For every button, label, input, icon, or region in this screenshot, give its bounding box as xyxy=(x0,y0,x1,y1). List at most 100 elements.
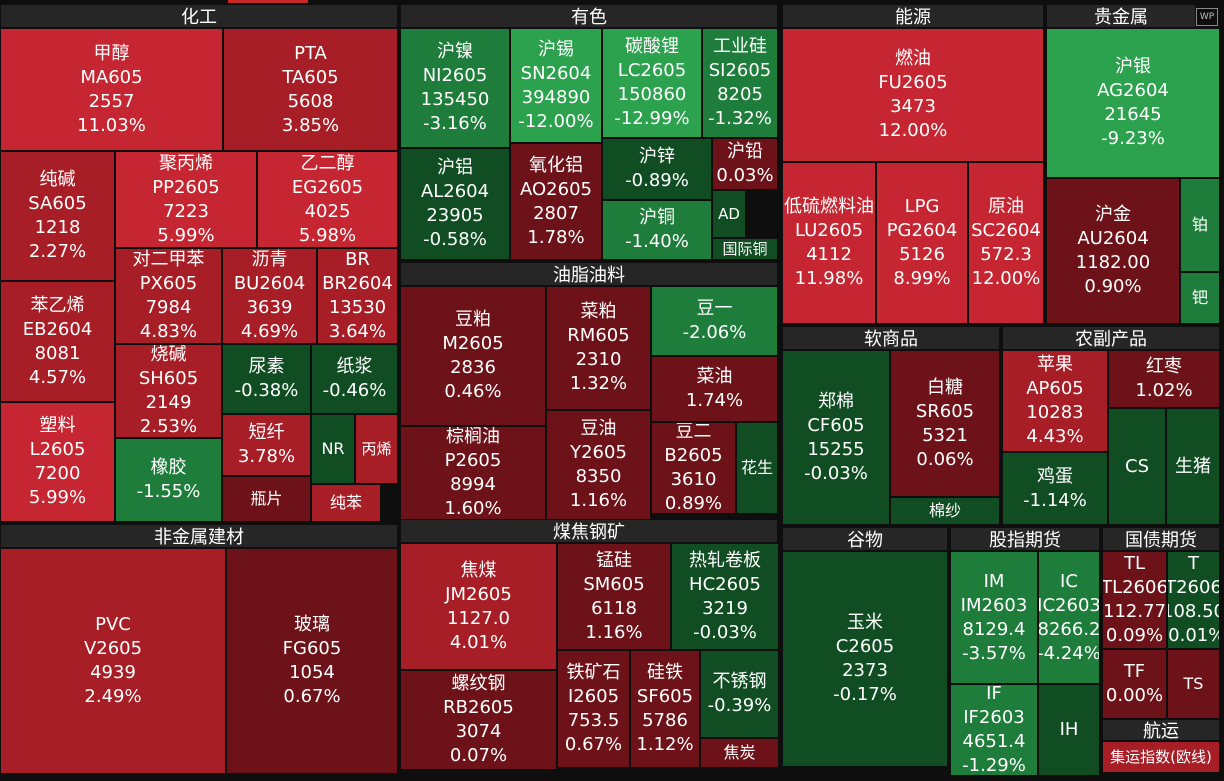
contract-tile[interactable]: 焦煤 JM2605 1127.0 4.01% xyxy=(400,543,557,670)
contract-tile[interactable]: 鸡蛋 -1.14% xyxy=(1002,452,1108,525)
contract-tile[interactable]: TF 0.00% xyxy=(1102,649,1167,719)
contract-tile[interactable]: 玻璃 FG605 1054 0.67% xyxy=(226,548,398,774)
contract-tile[interactable]: 甲醇 MA605 2557 11.03% xyxy=(0,28,223,151)
contract-tile[interactable]: 铁矿石 I2605 753.5 0.67% xyxy=(557,650,630,768)
contract-tile[interactable]: 工业硅 SI2605 8205 -1.32% xyxy=(702,28,778,138)
contract-tile[interactable]: 烧碱 SH605 2149 2.53% xyxy=(115,344,222,438)
contract-tile[interactable]: 豆一 -2.06% xyxy=(651,286,778,356)
contract-tile[interactable]: 红枣 1.02% xyxy=(1108,350,1220,408)
contract-tile[interactable]: NR xyxy=(311,414,355,484)
contract-tile[interactable]: 碳酸锂 LC2605 150860 -12.99% xyxy=(602,28,702,138)
contract-tile[interactable]: 锰硅 SM605 6118 1.16% xyxy=(557,543,671,650)
contract-tile[interactable]: 白糖 SR605 5321 0.06% xyxy=(890,350,1000,497)
contract-tile[interactable]: 热轧卷板 HC2605 3219 -0.03% xyxy=(671,543,779,650)
contract-tile[interactable]: 菜油 1.74% xyxy=(651,356,778,422)
contract-tile[interactable]: IM IM2603 8129.4 -3.57% xyxy=(950,551,1038,684)
contract-tile[interactable]: 沪锌 -0.89% xyxy=(602,138,712,200)
sector-header-5[interactable]: 油脂油料 xyxy=(400,262,778,286)
contract-tile[interactable]: 纯苯 xyxy=(311,484,381,522)
sector-header-1[interactable]: 化工 xyxy=(0,4,398,28)
contract-tile[interactable]: 尿素 -0.38% xyxy=(222,344,311,414)
sector-header-7[interactable]: 农副产品 xyxy=(1002,326,1220,350)
contract-tile[interactable]: 橡胶 -1.55% xyxy=(115,438,222,522)
contract-tile[interactable]: 聚丙烯 PP2605 7223 5.99% xyxy=(115,151,257,248)
contract-tile[interactable]: 国际铜 xyxy=(712,238,778,260)
contract-tile[interactable]: 菜粕 RM605 2310 1.32% xyxy=(546,286,651,410)
contract-tile[interactable]: 棕榈油 P2605 8994 1.60% xyxy=(400,426,546,520)
contract-tile[interactable]: IF IF2603 4651.4 -1.29% xyxy=(950,684,1038,776)
contract-tile[interactable]: 纸浆 -0.46% xyxy=(311,344,398,414)
contract-tile[interactable]: 集运指数(欧线) xyxy=(1102,741,1220,773)
contract-tile[interactable]: 沪锡 SN2604 394890 -12.00% xyxy=(510,28,602,143)
contract-tile[interactable]: 沪铝 AL2604 23905 -0.58% xyxy=(400,148,510,260)
contract-tile[interactable]: TS xyxy=(1167,649,1220,719)
sector-header-9[interactable]: 煤焦钢矿 xyxy=(400,519,778,543)
contract-tile[interactable]: 钯 xyxy=(1180,272,1220,324)
contract-tile[interactable]: 氧化铝 AO2605 2807 1.78% xyxy=(510,143,602,260)
contract-tile[interactable]: PVC V2605 4939 2.49% xyxy=(0,548,226,774)
sector-header-6[interactable]: 软商品 xyxy=(782,326,1000,350)
contract-code: AG2604 xyxy=(1097,80,1169,101)
contract-tile[interactable]: 原油 SC2604 572.3 12.00% xyxy=(968,162,1044,324)
contract-tile[interactable]: 生猪 xyxy=(1166,408,1220,525)
contract-tile[interactable]: 郑棉 CF605 15255 -0.03% xyxy=(782,350,890,525)
contract-tile[interactable]: 沪镍 NI2605 135450 -3.16% xyxy=(400,28,510,148)
contract-tile[interactable]: 苹果 AP605 10283 4.43% xyxy=(1002,350,1108,452)
contract-tile[interactable]: AD xyxy=(712,190,746,238)
sector-header-4[interactable]: 贵金属 xyxy=(1046,4,1196,28)
contract-tile[interactable]: 丙烯 xyxy=(355,414,398,484)
contract-tile[interactable]: 纯碱 SA605 1218 2.27% xyxy=(0,151,115,281)
contract-code: IC2603 xyxy=(1038,594,1100,616)
contract-tile[interactable]: 苯乙烯 EB2604 8081 4.57% xyxy=(0,281,115,402)
sector-header-13[interactable]: 航运 xyxy=(1102,719,1220,741)
contract-tile[interactable]: 螺纹钢 RB2605 3074 0.07% xyxy=(400,670,557,770)
contract-price: 4025 xyxy=(304,200,351,222)
sector-header-3[interactable]: 能源 xyxy=(782,4,1044,28)
contract-tile[interactable]: T T2606 108.50 -0.01% xyxy=(1167,551,1220,649)
sector-header-2[interactable]: 有色 xyxy=(400,4,778,28)
contract-tile[interactable]: PTA TA605 5608 3.85% xyxy=(223,28,398,151)
contract-change: -3.57% xyxy=(962,642,1026,664)
contract-tile[interactable]: 花生 xyxy=(736,422,778,514)
contract-tile[interactable]: 铂 xyxy=(1180,178,1220,272)
contract-name: 纯苯 xyxy=(329,493,362,512)
contract-tile[interactable]: 沪铅 0.03% xyxy=(712,138,778,190)
contract-tile[interactable]: 塑料 L2605 7200 5.99% xyxy=(0,402,115,522)
contract-tile[interactable]: 棉纱 xyxy=(890,497,1000,525)
contract-tile[interactable]: 沪银 AG2604 21645 -9.23% xyxy=(1046,28,1220,178)
contract-tile[interactable]: 硅铁 SF605 5786 1.12% xyxy=(630,650,700,768)
contract-tile[interactable]: 豆油 Y2605 8350 1.16% xyxy=(546,410,651,520)
contract-tile[interactable]: IC IC2603 8266.2 -4.24% xyxy=(1038,551,1100,684)
contract-tile[interactable]: 乙二醇 EG2605 4025 5.98% xyxy=(257,151,398,248)
contract-tile[interactable]: 短纤 3.78% xyxy=(222,414,311,476)
contract-tile[interactable]: 焦炭 xyxy=(700,738,779,768)
contract-tile[interactable]: 燃油 FU2605 3473 12.00% xyxy=(782,28,1044,162)
contract-tile[interactable]: LPG PG2604 5126 8.99% xyxy=(876,162,968,324)
contract-price: 15255 xyxy=(807,438,865,460)
contract-tile[interactable]: TL TL2606 112.77 0.09% xyxy=(1102,551,1167,649)
contract-tile[interactable]: 沥青 BU2604 3639 4.69% xyxy=(222,248,317,344)
contract-name: IH xyxy=(1059,719,1079,740)
sector-header-10[interactable]: 谷物 xyxy=(782,527,948,551)
contract-tile[interactable]: BR BR2604 13530 3.64% xyxy=(317,248,398,344)
contract-tile[interactable]: 瓶片 xyxy=(222,476,311,522)
contract-tile[interactable]: 沪铜 -1.40% xyxy=(602,200,712,260)
contract-tile[interactable]: 豆粕 M2605 2836 0.46% xyxy=(400,286,546,426)
contract-change: 8.99% xyxy=(893,268,951,289)
contract-name: 铂 xyxy=(1191,215,1208,234)
contract-tile[interactable]: IH xyxy=(1038,684,1100,776)
sector-header-8[interactable]: 非金属建材 xyxy=(0,524,398,548)
contract-code: AO2605 xyxy=(520,178,592,200)
contract-code: NI2605 xyxy=(422,65,488,86)
contract-tile[interactable]: 玉米 C2605 2373 -0.17% xyxy=(782,551,948,767)
contract-tile[interactable]: 对二甲苯 PX605 7984 4.83% xyxy=(115,248,222,344)
contract-tile[interactable]: 豆二 B2605 3610 0.89% xyxy=(651,422,736,514)
sector-header-12[interactable]: 国债期货 xyxy=(1102,527,1220,551)
contract-tile[interactable]: 沪金 AU2604 1182.00 0.90% xyxy=(1046,178,1180,324)
sector-header-11[interactable]: 股指期货 xyxy=(950,527,1100,551)
contract-change: -4.24% xyxy=(1038,642,1100,664)
contract-tile[interactable]: 低硫燃料油 LU2605 4112 11.98% xyxy=(782,162,876,324)
contract-tile[interactable]: CS xyxy=(1108,408,1166,525)
contract-tile[interactable]: 不锈钢 -0.39% xyxy=(700,650,779,738)
contract-price: 2807 xyxy=(533,202,579,224)
